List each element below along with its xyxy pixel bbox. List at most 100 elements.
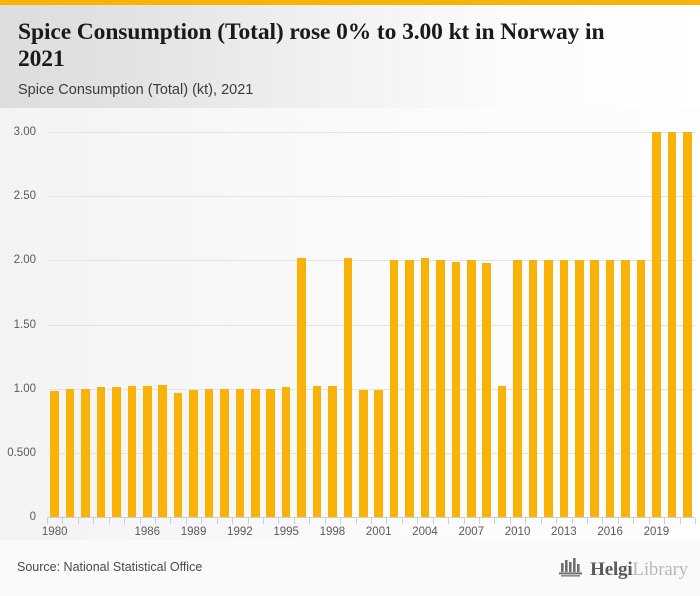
plot-outer: 0 0.500 1.00 1.50 2.00 2.50 3.00 1980 1986 1989 1… — [0, 108, 700, 540]
x-axis-tick-label: 2010 — [504, 526, 531, 538]
bar[interactable] — [590, 260, 600, 517]
page-subtitle: Spice Consumption (Total) (kt), 2021 — [18, 82, 254, 98]
x-axis-tick — [525, 518, 526, 524]
bar[interactable] — [652, 132, 661, 517]
chart-footer: Source: National Statistical Office Helg… — [0, 540, 700, 596]
gridline — [47, 324, 695, 326]
x-axis-tick — [587, 518, 588, 524]
bar[interactable] — [266, 388, 276, 517]
x-axis-tick — [494, 518, 495, 524]
bar[interactable] — [250, 388, 260, 517]
logo-wordmark: HelgiLibrary — [590, 559, 688, 581]
bar-series — [47, 132, 695, 517]
x-axis-tick-label: 2001 — [365, 526, 392, 538]
bar[interactable] — [65, 388, 75, 517]
x-axis-tick — [155, 518, 156, 524]
x-axis-tick — [386, 518, 387, 524]
bar[interactable] — [405, 260, 414, 517]
x-axis-tick — [170, 518, 171, 524]
x-axis-tick — [664, 518, 665, 524]
y-axis-tick-label: 2.50 — [13, 190, 36, 203]
y-axis-labels: 0 0.500 1.00 1.50 2.00 2.50 3.00 — [0, 108, 42, 540]
x-axis-tick — [248, 518, 249, 524]
bar[interactable] — [235, 388, 245, 517]
bar[interactable] — [358, 389, 368, 517]
x-axis-tick-label: 1980 — [41, 526, 68, 538]
x-axis-tick — [572, 518, 573, 524]
logo-primary-text: Helgi — [590, 558, 633, 580]
gridlines — [47, 132, 695, 517]
bar[interactable] — [513, 260, 522, 517]
bar[interactable] — [50, 391, 60, 517]
bar[interactable] — [127, 386, 137, 517]
x-axis-tick-label: 1992 — [227, 526, 253, 538]
bar[interactable] — [173, 392, 183, 517]
x-axis-line — [47, 517, 695, 518]
bar[interactable] — [682, 132, 692, 517]
x-axis-tick-label: 2007 — [458, 526, 485, 538]
x-axis-tick-label: 2016 — [597, 526, 623, 538]
x-axis-tick — [433, 518, 434, 524]
bar[interactable] — [343, 257, 353, 517]
gridline — [47, 388, 695, 390]
bar[interactable] — [142, 386, 152, 517]
bar[interactable] — [312, 386, 322, 517]
x-axis-tick — [417, 518, 418, 524]
x-axis-tick — [217, 518, 218, 524]
bar[interactable] — [528, 260, 538, 517]
x-axis-tick — [140, 518, 141, 524]
bar[interactable] — [621, 260, 630, 517]
x-axis-tick-label: 1995 — [273, 526, 299, 538]
bar[interactable] — [158, 384, 168, 517]
x-axis-tick — [402, 518, 403, 524]
bar[interactable] — [466, 260, 476, 517]
bar[interactable] — [559, 260, 569, 517]
x-axis-tick — [109, 518, 110, 524]
bar[interactable] — [281, 387, 291, 517]
y-axis-tick-label: 2.00 — [13, 254, 36, 267]
bar[interactable] — [451, 261, 461, 517]
x-axis-tick — [510, 518, 511, 524]
bar[interactable] — [605, 260, 615, 517]
chart-region: 0 0.500 1.00 1.50 2.00 2.50 3.00 1980 1986 1989 1… — [0, 108, 700, 540]
bar[interactable] — [297, 257, 306, 517]
helgi-library-logo[interactable]: HelgiLibrary — [558, 556, 688, 583]
x-axis-tick — [556, 518, 557, 524]
y-axis-tick-label: 1.00 — [13, 382, 36, 395]
bar[interactable] — [544, 260, 553, 517]
bar[interactable] — [420, 257, 430, 517]
bar[interactable] — [667, 132, 677, 517]
bar[interactable] — [204, 388, 214, 517]
logo-secondary-text: Library — [632, 558, 688, 580]
x-axis-tick — [479, 518, 480, 524]
gridline — [47, 132, 695, 133]
x-axis-tick — [356, 518, 357, 524]
bar[interactable] — [436, 260, 445, 517]
source-note: Source: National Statistical Office — [17, 560, 203, 574]
top-accent-bar — [0, 0, 700, 5]
bar[interactable] — [374, 389, 384, 517]
x-axis-tick — [602, 518, 603, 524]
bar[interactable] — [328, 386, 337, 517]
bar[interactable] — [482, 262, 492, 517]
bar[interactable] — [389, 260, 399, 517]
bar[interactable] — [220, 388, 229, 517]
x-axis-tick-label: 2013 — [551, 526, 577, 538]
x-axis-tick — [263, 518, 264, 524]
y-axis-tick-label: 3.00 — [13, 126, 36, 138]
y-axis-tick-label: 0.500 — [7, 446, 36, 459]
x-axis-tick — [309, 518, 310, 524]
x-axis-ticks — [47, 518, 696, 525]
x-axis-tick — [371, 518, 372, 524]
x-axis-tick — [680, 518, 681, 524]
bar[interactable] — [497, 386, 507, 517]
bar[interactable] — [636, 260, 646, 517]
bar[interactable] — [112, 387, 121, 517]
bar[interactable] — [574, 260, 584, 517]
x-axis-tick — [325, 518, 326, 524]
bar[interactable] — [81, 388, 90, 517]
chart-header: Spice Consumption (Total) rose 0% to 3.0… — [0, 5, 700, 108]
bar[interactable] — [96, 387, 106, 517]
bar[interactable] — [189, 389, 198, 517]
